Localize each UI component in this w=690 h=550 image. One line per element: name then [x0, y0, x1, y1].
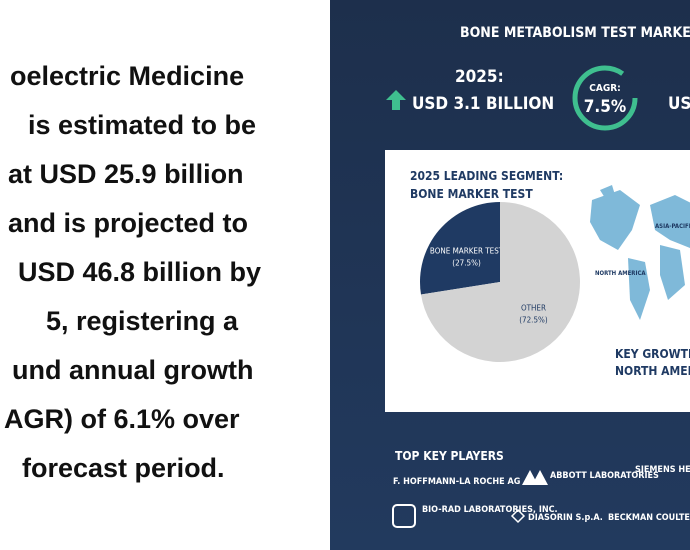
article-line: und annual growth	[12, 355, 253, 385]
growth-region: NORTH AMERICA,	[615, 364, 690, 378]
future-value: USD	[668, 94, 690, 114]
player-name: SIEMENS HEALTHINEERS	[635, 465, 690, 475]
player-name: ABBOTT LABORATORIES	[550, 471, 659, 481]
player-name: DIASORIN S.p.A.	[528, 513, 603, 523]
article-line: oelectric Medicine	[10, 61, 244, 91]
article-line: 5, registering a	[46, 306, 239, 336]
article-line: USD 46.8 billion by	[18, 257, 261, 287]
pie-slice	[420, 202, 500, 295]
segment-name: BONE MARKER TEST	[410, 187, 533, 201]
biorad-logo	[392, 504, 416, 528]
infographic-title: BONE METABOLISM TEST MARKET O	[460, 25, 690, 41]
article-line: AGR) of 6.1% over	[4, 404, 240, 434]
article-line: at USD 25.9 billion	[8, 159, 244, 189]
cagr-value: 7.5%	[584, 97, 626, 117]
year-value: USD 3.1 BILLION	[412, 94, 554, 114]
article-panel: oelectric Medicine is estimated to be at U…	[4, 61, 261, 483]
world-map	[590, 185, 690, 320]
diasorin-logo	[510, 508, 526, 524]
article-line: is estimated to be	[28, 110, 256, 140]
slice-value-label: (72.5%)	[519, 316, 548, 325]
pie-slice	[420, 202, 580, 362]
abbott-logo	[522, 470, 548, 485]
segment-heading: 2025 LEADING SEGMENT:	[410, 169, 563, 183]
cagr-label: CAGR:	[589, 83, 620, 94]
map-label: ASIA-PACIFIC	[655, 223, 690, 230]
slice-label: OTHER	[521, 304, 546, 313]
up-arrow	[386, 90, 406, 110]
players-heading: TOP KEY PLAYERS	[395, 449, 504, 463]
map-label: NORTH AMERICA	[595, 270, 646, 277]
slice-value-label: (27.5%)	[452, 258, 481, 267]
cagr-ring	[572, 65, 638, 131]
player-name: BIO-RAD LABORATORIES, INC.	[422, 505, 558, 515]
year-label: 2025:	[455, 67, 504, 87]
player-name: BECKMAN COULTER, I	[608, 513, 690, 523]
slice-label: BONE MARKER TEST	[430, 246, 504, 255]
article-line: and is projected to	[8, 208, 248, 238]
growth-heading: KEY GROWTH RE	[615, 347, 690, 361]
article-line: forecast period.	[22, 453, 225, 483]
player-name: F. HOFFMANN-LA ROCHE AG	[393, 477, 521, 487]
